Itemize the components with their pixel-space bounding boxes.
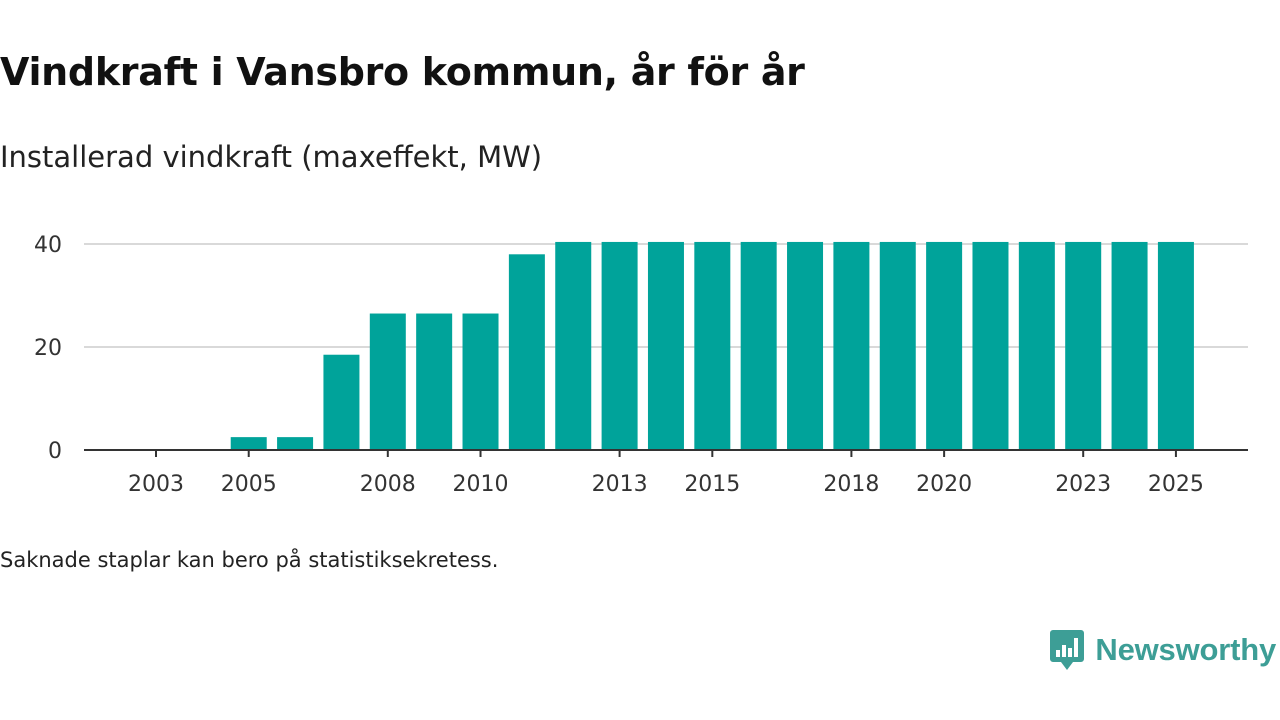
bar-2007	[323, 354, 360, 450]
bar-2014	[647, 241, 684, 450]
chart-bubble-icon	[1050, 630, 1085, 670]
y-tick-label: 0	[48, 439, 62, 464]
bar-2015	[694, 241, 731, 450]
x-tick-label: 2003	[128, 472, 184, 497]
bar-2022	[1018, 241, 1055, 450]
x-tick-label: 2005	[221, 472, 277, 497]
y-tick-label: 20	[34, 336, 62, 361]
bar-2006	[277, 437, 314, 450]
bar-2016	[740, 241, 777, 450]
bar-2012	[555, 241, 592, 450]
x-tick-label: 2025	[1148, 472, 1204, 497]
bar-2008	[369, 313, 406, 450]
x-tick-label: 2023	[1055, 472, 1111, 497]
bar-2005	[230, 437, 267, 450]
bar-2013	[601, 241, 638, 450]
bar-2025	[1157, 241, 1194, 450]
bar-2024	[1111, 241, 1148, 450]
bar-2021	[972, 241, 1009, 450]
bar-2010	[462, 313, 499, 450]
chart-title: Vindkraft i Vansbro kommun, år för år	[0, 50, 805, 94]
x-tick-label: 2013	[592, 472, 648, 497]
brand-logo: Newsworthy	[1049, 628, 1276, 672]
brand-name: Newsworthy	[1095, 632, 1276, 667]
chart-subtitle: Installerad vindkraft (maxeffekt, MW)	[0, 140, 543, 174]
bar-2023	[1065, 241, 1102, 450]
bar-2018	[833, 241, 870, 450]
bar-2009	[416, 313, 453, 450]
x-tick-label: 2020	[916, 472, 972, 497]
bar-2020	[926, 241, 963, 450]
x-tick-label: 2008	[360, 472, 416, 497]
bar-2019	[879, 241, 916, 450]
x-tick-label: 2010	[453, 472, 509, 497]
y-tick-label: 40	[34, 233, 62, 258]
bar-2011	[508, 254, 545, 450]
x-tick-label: 2018	[823, 472, 879, 497]
x-tick-label: 2015	[684, 472, 740, 497]
footnote: Saknade staplar kan bero på statistiksek…	[0, 548, 499, 572]
bar-2017	[787, 241, 824, 450]
